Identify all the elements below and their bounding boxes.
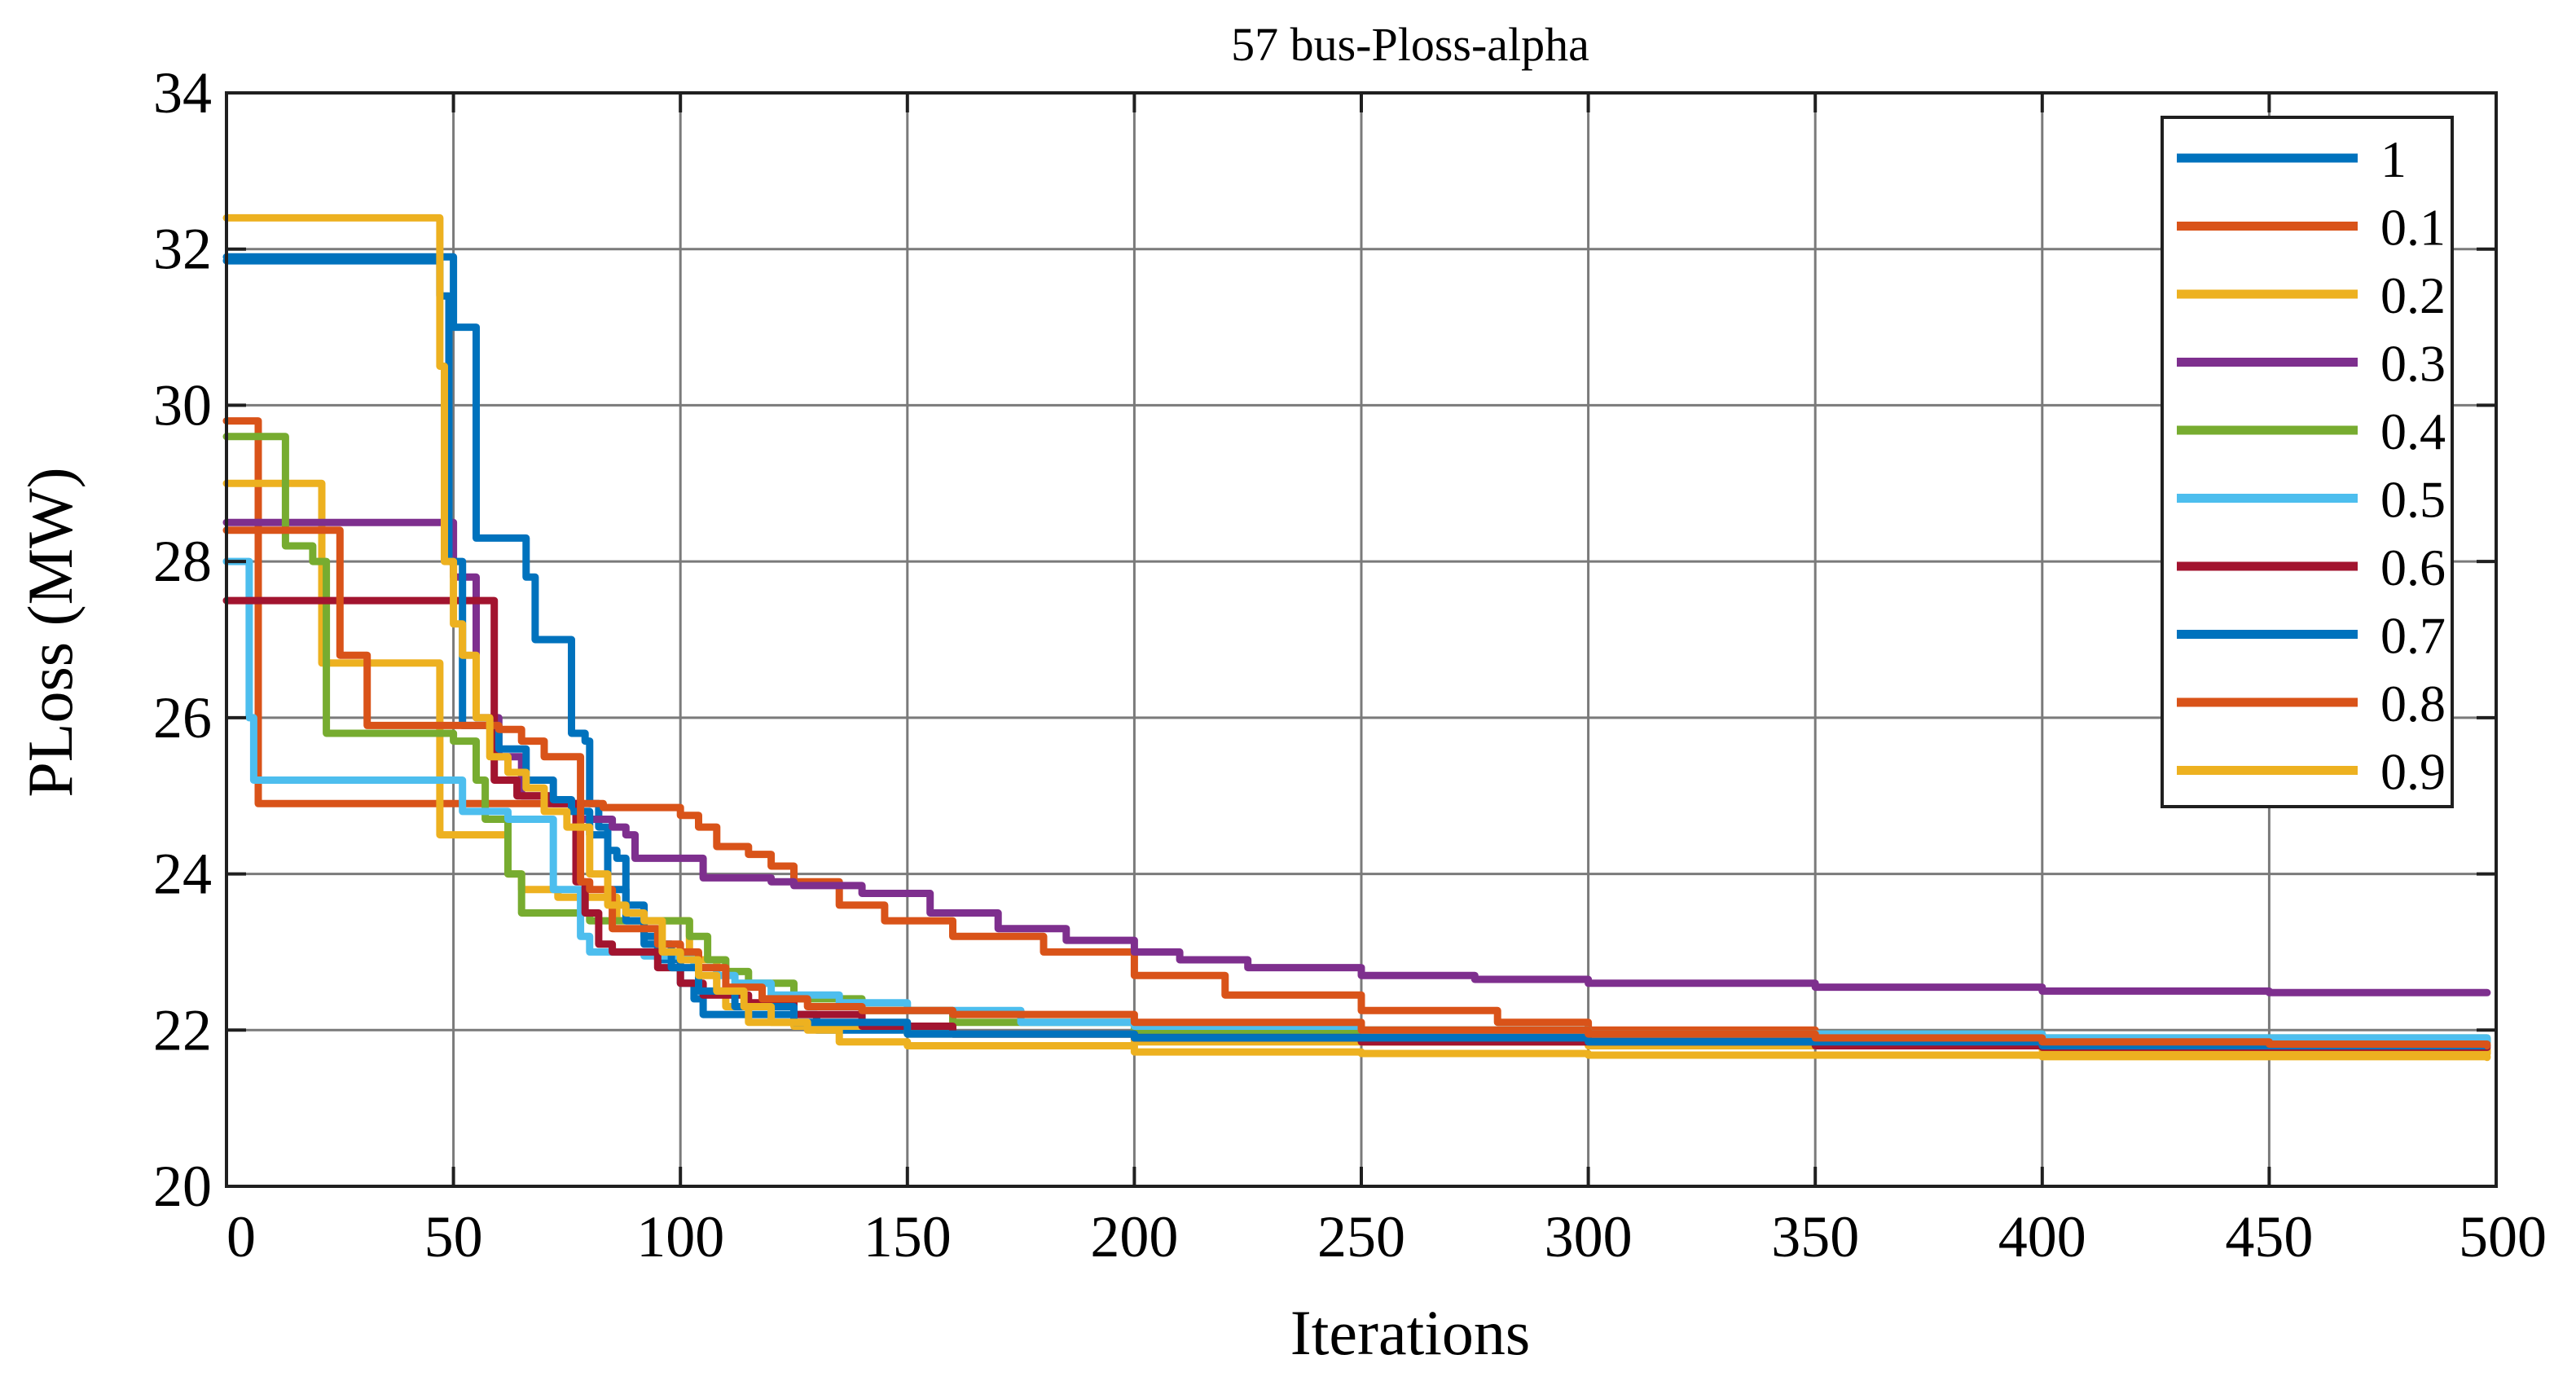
- legend-label: 0.6: [2380, 539, 2446, 596]
- y-tick-label: 34: [153, 60, 212, 125]
- plot-frame: [225, 91, 2498, 1188]
- x-tick-label: 150: [864, 1204, 952, 1269]
- series-line-0-1: [222, 417, 2491, 1058]
- legend-label: 0.7: [2380, 607, 2446, 665]
- legend-box: [2161, 116, 2454, 808]
- x-tick-label: 400: [1998, 1204, 2086, 1269]
- legend: 1 0.1 0.2 0.3 0.4 0.5 0.6 0.7 0.8 0.9: [2161, 116, 2454, 808]
- x-tick-label: 100: [636, 1204, 724, 1269]
- chart-title: 57 bus-Ploss-alpha: [1231, 18, 1589, 71]
- legend-label: 0.5: [2380, 471, 2446, 529]
- y-tick-label: 28: [153, 529, 212, 594]
- legend-label: 0.1: [2380, 199, 2446, 257]
- tick-label-layer: 0 50 100 150 200 250 300 350 400 450 500 20 22 24 26 28…: [153, 60, 2547, 1269]
- x-tick-label: 50: [424, 1204, 483, 1269]
- series-line-0-7: [222, 257, 2491, 1049]
- x-tick-label: 450: [2225, 1204, 2313, 1269]
- x-axis-label: Iterations: [1290, 1297, 1531, 1368]
- axes-layer: [225, 91, 2498, 1188]
- y-axis-label: PLoss (MW): [15, 467, 86, 797]
- y-tick-label: 26: [153, 685, 212, 750]
- x-tick-label: 300: [1545, 1204, 1633, 1269]
- y-tick-label: 30: [153, 372, 212, 438]
- legend-label: 0.2: [2380, 266, 2446, 324]
- series-line-0-5: [222, 557, 2491, 1046]
- x-tick-label: 350: [1771, 1204, 1859, 1269]
- series-line-0-3: [222, 518, 2491, 996]
- x-tick-label: 0: [226, 1204, 256, 1269]
- y-tick-label: 32: [153, 217, 212, 282]
- legend-label: 0.4: [2380, 402, 2446, 460]
- series-line-0-9: [222, 213, 2491, 1062]
- x-tick-label: 250: [1317, 1204, 1405, 1269]
- x-tick-label: 500: [2459, 1204, 2547, 1269]
- y-tick-label: 24: [153, 842, 212, 907]
- x-tick-label: 200: [1090, 1204, 1178, 1269]
- legend-label: 0.9: [2380, 743, 2446, 801]
- series-line-0-4: [222, 433, 2491, 1046]
- legend-label: 1: [2380, 130, 2407, 188]
- legend-label: 0.3: [2380, 335, 2446, 393]
- legend-items: 1 0.1 0.2 0.3 0.4 0.5 0.6 0.7 0.8 0.9: [2177, 130, 2446, 801]
- series-layer: [222, 213, 2491, 1062]
- legend-label: 0.8: [2380, 675, 2446, 732]
- series-line-0-8: [222, 526, 2491, 1049]
- y-tick-label: 22: [153, 997, 212, 1062]
- y-tick-label: 20: [153, 1154, 212, 1219]
